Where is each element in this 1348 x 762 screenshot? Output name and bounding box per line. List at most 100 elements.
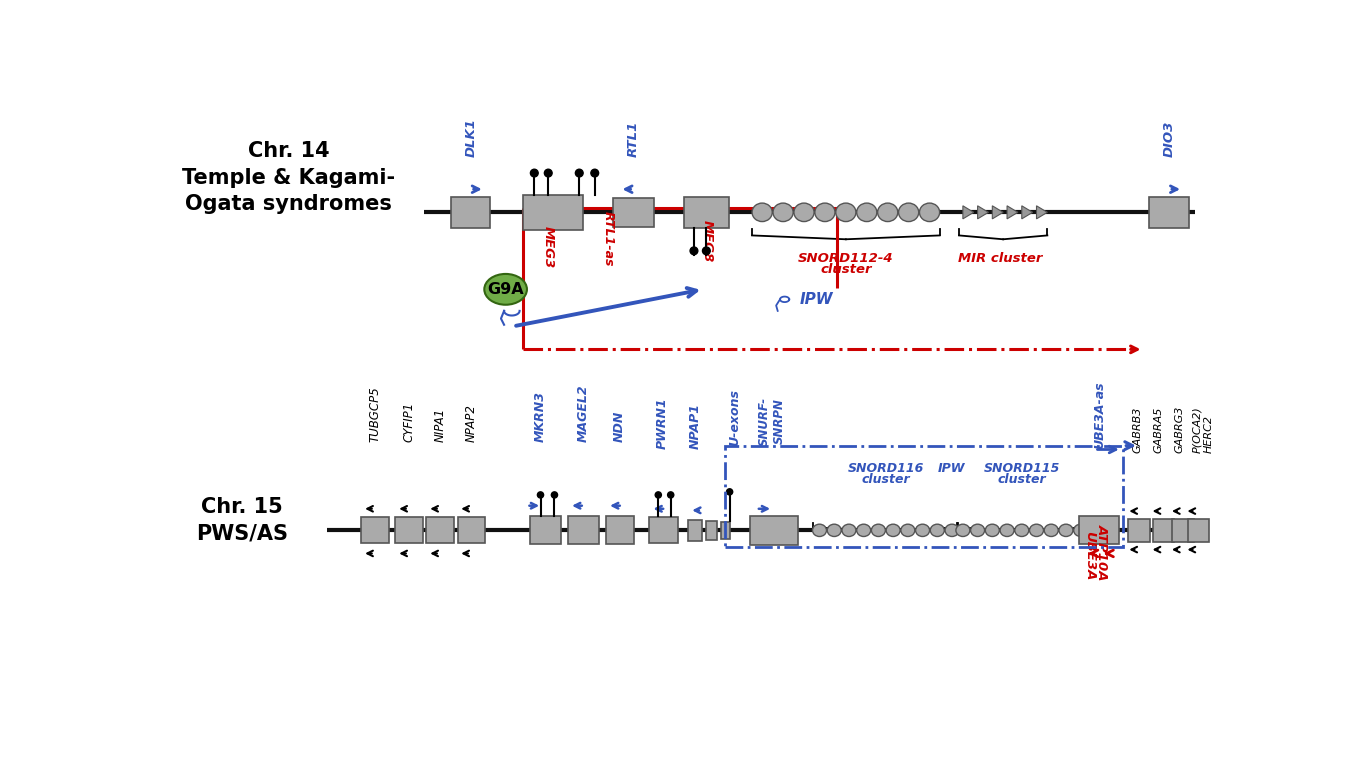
Text: UBE3A-as: UBE3A-as: [1093, 382, 1105, 450]
Ellipse shape: [752, 203, 772, 222]
Circle shape: [690, 247, 698, 255]
Ellipse shape: [919, 203, 940, 222]
Polygon shape: [1037, 206, 1047, 219]
Text: cluster: cluster: [820, 263, 872, 276]
Ellipse shape: [915, 524, 930, 536]
Ellipse shape: [956, 524, 969, 536]
Ellipse shape: [900, 524, 915, 536]
Text: SNURF-
SNRPN: SNURF- SNRPN: [758, 396, 786, 446]
Text: HERC2: HERC2: [1204, 415, 1213, 453]
Circle shape: [530, 169, 538, 177]
Text: RTL1-as: RTL1-as: [603, 211, 615, 266]
Ellipse shape: [836, 203, 856, 222]
Bar: [1189, 519, 1209, 542]
Ellipse shape: [813, 524, 826, 536]
Ellipse shape: [1074, 524, 1088, 536]
Text: GABRA5: GABRA5: [1154, 407, 1163, 453]
Bar: [1080, 517, 1119, 544]
Bar: [706, 521, 717, 539]
Bar: [530, 517, 561, 544]
Ellipse shape: [878, 203, 898, 222]
Text: SNORD115: SNORD115: [984, 462, 1060, 475]
Circle shape: [538, 491, 543, 498]
Bar: [452, 197, 491, 228]
Text: NPAP2: NPAP2: [464, 404, 477, 442]
Circle shape: [551, 491, 558, 498]
Bar: [605, 517, 634, 544]
Text: MAGEL2: MAGEL2: [577, 384, 589, 442]
Text: MIR cluster: MIR cluster: [957, 252, 1042, 265]
Ellipse shape: [828, 524, 841, 536]
Polygon shape: [1022, 206, 1033, 219]
Text: NPAP1: NPAP1: [689, 404, 702, 450]
Ellipse shape: [1000, 524, 1014, 536]
Ellipse shape: [794, 203, 814, 222]
Circle shape: [545, 169, 553, 177]
Circle shape: [667, 491, 674, 498]
Circle shape: [655, 491, 662, 498]
Bar: [648, 517, 678, 543]
Ellipse shape: [772, 203, 793, 222]
Circle shape: [590, 169, 599, 177]
Bar: [725, 446, 1123, 547]
Text: NIPA1: NIPA1: [433, 408, 446, 442]
Text: GABRG3: GABRG3: [1175, 406, 1185, 453]
Ellipse shape: [899, 203, 919, 222]
Ellipse shape: [857, 203, 876, 222]
Text: MEG3: MEG3: [542, 226, 555, 267]
Ellipse shape: [1015, 524, 1029, 536]
Bar: [523, 194, 584, 230]
Text: NDN: NDN: [613, 411, 625, 442]
Text: DIO3: DIO3: [1162, 120, 1175, 157]
Text: TUBGCP5: TUBGCP5: [368, 386, 381, 442]
Text: IPW: IPW: [937, 462, 965, 475]
Polygon shape: [992, 206, 1003, 219]
Bar: [1153, 519, 1174, 542]
Text: Chr. 14
Temple & Kagami-
Ogata syndromes: Chr. 14 Temple & Kagami- Ogata syndromes: [182, 141, 395, 214]
Text: MKRN3: MKRN3: [534, 391, 547, 442]
Text: cluster: cluster: [861, 472, 910, 485]
Text: DLK1: DLK1: [464, 118, 477, 157]
Text: P(OCA2): P(OCA2): [1192, 407, 1202, 453]
Bar: [1148, 197, 1189, 228]
Circle shape: [702, 247, 710, 255]
Text: MEG8: MEG8: [701, 220, 713, 262]
Bar: [749, 516, 798, 545]
Bar: [568, 517, 599, 544]
Bar: [613, 197, 654, 227]
Text: ATP10A: ATP10A: [1096, 524, 1109, 581]
Text: RTL1: RTL1: [627, 120, 640, 157]
Ellipse shape: [814, 203, 834, 222]
Ellipse shape: [1060, 524, 1073, 536]
Ellipse shape: [971, 524, 984, 536]
Ellipse shape: [930, 524, 945, 536]
Polygon shape: [1007, 206, 1018, 219]
Ellipse shape: [842, 524, 856, 536]
Ellipse shape: [484, 274, 527, 305]
Bar: [1173, 519, 1194, 542]
Text: CYFIP1: CYFIP1: [402, 402, 415, 442]
Bar: [426, 517, 454, 543]
Text: UBE3A: UBE3A: [1082, 531, 1096, 581]
Bar: [457, 517, 485, 543]
Polygon shape: [962, 206, 973, 219]
Text: GABRB3: GABRB3: [1132, 407, 1142, 453]
Circle shape: [576, 169, 584, 177]
Ellipse shape: [1045, 524, 1058, 536]
Bar: [687, 520, 702, 541]
Ellipse shape: [857, 524, 871, 536]
Bar: [1128, 519, 1150, 542]
Bar: [395, 517, 423, 543]
Ellipse shape: [1030, 524, 1043, 536]
Ellipse shape: [871, 524, 886, 536]
Ellipse shape: [985, 524, 999, 536]
Text: SNORD116: SNORD116: [848, 462, 923, 475]
Text: G9A: G9A: [488, 282, 524, 297]
Text: Chr. 15
PWS/AS: Chr. 15 PWS/AS: [195, 497, 288, 543]
Ellipse shape: [945, 524, 958, 536]
Text: cluster: cluster: [998, 472, 1046, 485]
Bar: [683, 197, 729, 228]
Polygon shape: [977, 206, 988, 219]
Bar: [721, 522, 731, 539]
Bar: [361, 517, 388, 543]
